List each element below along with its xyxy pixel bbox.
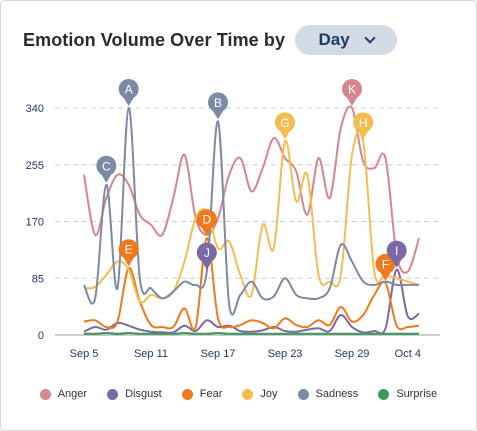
dropdown-value: Day	[318, 30, 350, 49]
annotation-label: K	[348, 83, 356, 97]
legend-item-surprise[interactable]: Surprise	[378, 388, 437, 400]
series-line-anger	[83, 105, 420, 274]
chart-title: Emotion Volume Over Time by	[23, 29, 286, 50]
y-tick-label: 0	[38, 330, 44, 342]
annotation-label: I	[395, 244, 398, 258]
legend-item-fear[interactable]: Fear	[181, 388, 223, 400]
y-tick-label: 255	[26, 160, 44, 172]
annotation-marker-f[interactable]: F	[375, 253, 396, 281]
legend-label: Surprise	[396, 388, 438, 400]
legend-label: Fear	[199, 388, 223, 400]
annotation-label: J	[204, 246, 210, 260]
legend-item-sadness[interactable]: Sadness	[297, 388, 359, 400]
x-tick-label: Sep 17	[201, 348, 236, 360]
series-line-disgust	[83, 268, 420, 335]
legend-swatch	[378, 388, 390, 400]
x-tick-label: Sep 29	[335, 348, 370, 360]
x-tick-label: Sep 5	[70, 348, 99, 360]
annotation-circle	[342, 79, 362, 99]
time-granularity-dropdown[interactable]: Day	[295, 25, 398, 55]
legend-label: Disgust	[125, 388, 162, 400]
series-line-joy	[83, 130, 420, 304]
annotation-marker-g[interactable]: G	[275, 112, 295, 140]
annotation-circle	[118, 239, 139, 260]
y-tick-label: 85	[32, 273, 44, 285]
legend-swatch	[297, 388, 309, 400]
annotation-marker-h[interactable]: H	[353, 112, 374, 140]
annotation-marker-k[interactable]: K	[342, 79, 362, 106]
annotation-circle	[196, 242, 217, 263]
annotation-marker-a[interactable]: A	[118, 79, 139, 106]
legend-item-joy[interactable]: Joy	[242, 388, 278, 400]
legend-swatch	[39, 388, 51, 400]
annotation-marker-j[interactable]: J	[196, 242, 217, 270]
chart-legend: Anger Disgust Fear Joy Sadness Surprise	[0, 388, 477, 400]
y-tick-label: 340	[26, 103, 44, 115]
annotation-marker-i[interactable]: I	[386, 240, 407, 268]
annotation-label: D	[202, 213, 211, 227]
annotation-circle	[386, 240, 407, 261]
annotation-label: H	[359, 116, 368, 130]
series-line-sadness	[83, 106, 419, 316]
legend-item-anger[interactable]: Anger	[39, 388, 88, 400]
annotation-circle	[375, 253, 396, 274]
annotation-circle	[196, 209, 217, 230]
y-tick-label: 170	[26, 217, 44, 229]
annotation-label: F	[382, 257, 389, 271]
chart-header: Emotion Volume Over Time by Day	[23, 25, 398, 55]
series-line-surprise	[83, 332, 419, 335]
legend-swatch	[242, 388, 254, 400]
annotation-circle	[208, 92, 228, 113]
annotation-circle	[353, 112, 374, 133]
annotation-circle	[275, 112, 295, 133]
legend-label: Joy	[260, 388, 278, 400]
x-tick-label: Sep 11	[134, 348, 168, 360]
legend-swatch	[107, 388, 119, 400]
legend-swatch	[181, 388, 193, 400]
annotation-marker-b[interactable]: B	[208, 92, 228, 120]
annotation-label: C	[102, 159, 111, 173]
x-tick-label: Sep 23	[268, 348, 303, 360]
annotation-circle	[118, 79, 139, 99]
annotation-label: B	[214, 96, 222, 110]
annotation-label: E	[125, 243, 133, 257]
annotation-label: A	[125, 83, 133, 97]
annotation-marker-c[interactable]: C	[96, 155, 117, 183]
annotation-label: G	[280, 116, 289, 130]
annotation-marker-d[interactable]: D	[196, 209, 217, 237]
annotation-circle	[96, 155, 117, 176]
legend-item-disgust[interactable]: Disgust	[107, 388, 162, 400]
legend-label: Sadness	[315, 388, 359, 400]
x-tick-label: Oct 4	[395, 348, 421, 360]
annotation-marker-e[interactable]: E	[118, 239, 139, 267]
legend-label: Anger	[57, 388, 88, 400]
